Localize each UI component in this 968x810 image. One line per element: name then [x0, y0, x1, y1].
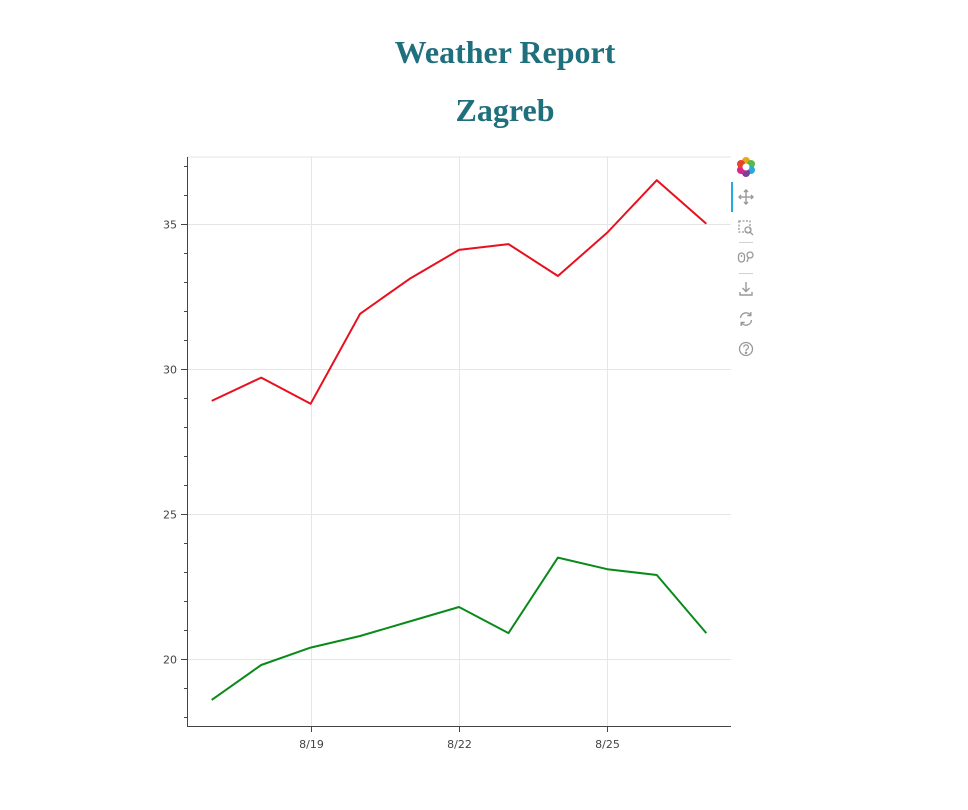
toolbar-divider — [739, 242, 753, 243]
x-tick-label: 8/25 — [595, 738, 620, 751]
bokeh-logo-icon[interactable] — [736, 157, 756, 177]
axes: 20 25 30 35 8/19 8/22 8/25 — [163, 157, 731, 751]
pan-icon[interactable] — [736, 187, 756, 207]
reset-icon[interactable] — [736, 309, 756, 329]
toolbar-divider — [739, 273, 753, 274]
active-tool-indicator — [731, 182, 733, 212]
series-line-1 — [211, 179, 707, 405]
grid — [187, 156, 731, 726]
x-tick-label: 8/19 — [299, 738, 324, 751]
series — [211, 179, 708, 701]
wheel-zoom-icon[interactable] — [736, 248, 756, 268]
y-tick-label: 25 — [163, 509, 177, 522]
chart-toolbar — [731, 153, 761, 363]
page-title: Weather Report — [394, 34, 616, 70]
x-tick-label: 8/22 — [447, 738, 472, 751]
help-icon[interactable] — [736, 339, 756, 359]
y-tick-label: 30 — [163, 364, 177, 377]
y-tick-label: 20 — [163, 654, 177, 667]
series-line-2 — [211, 556, 708, 701]
y-tick-label: 35 — [163, 219, 177, 232]
page-subtitle: Zagreb — [455, 92, 555, 128]
box-zoom-icon[interactable] — [736, 218, 756, 238]
save-icon[interactable] — [736, 279, 756, 299]
